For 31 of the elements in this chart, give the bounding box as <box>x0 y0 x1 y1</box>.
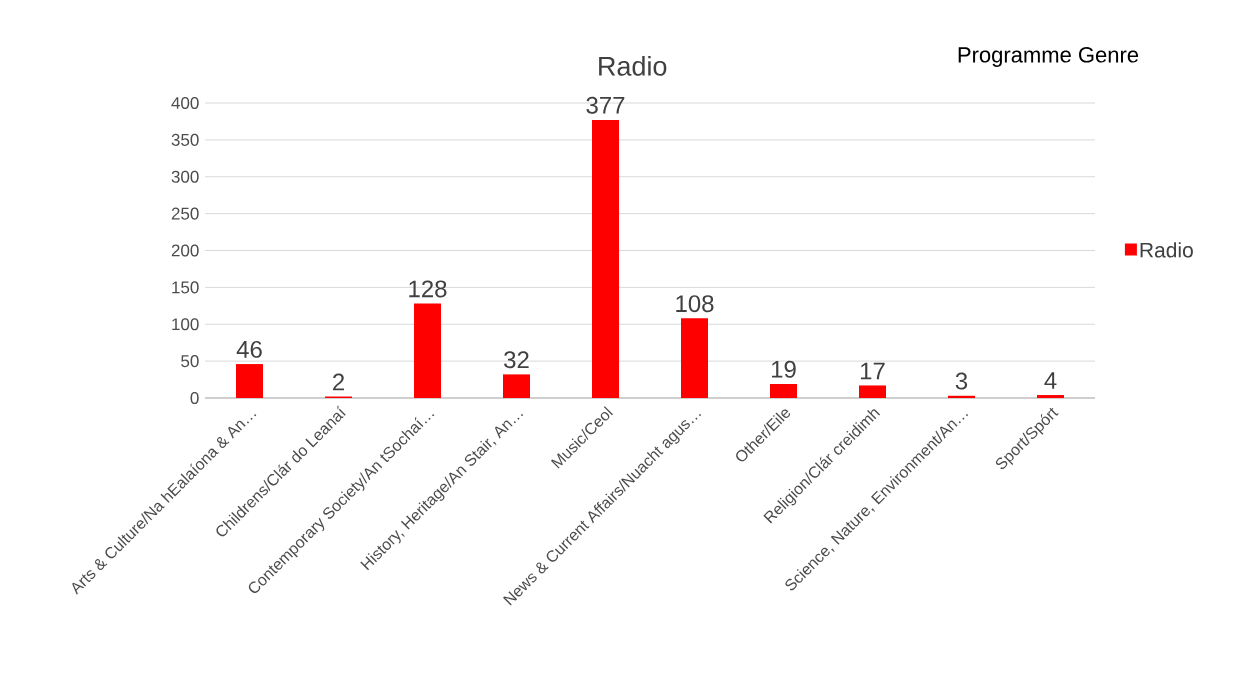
y-tick-label: 350 <box>171 133 199 146</box>
data-label: 32 <box>504 351 529 369</box>
data-label: 4 <box>1044 372 1057 389</box>
y-tick-label: 300 <box>171 170 199 183</box>
bar <box>1037 395 1064 398</box>
data-label: 377 <box>586 96 625 114</box>
bar <box>592 119 619 398</box>
bar <box>681 318 709 398</box>
data-label: 3 <box>955 372 968 390</box>
bar <box>948 395 975 398</box>
data-label: 46 <box>236 340 262 358</box>
bar <box>859 385 886 398</box>
legend-label: Radio <box>1140 242 1193 258</box>
data-label: 108 <box>676 295 714 313</box>
text: Programme Genre <box>958 47 1139 67</box>
y-tick-label: 50 <box>181 355 199 368</box>
y-tick-label: 250 <box>171 207 199 220</box>
y-tick-label: 150 <box>172 281 199 294</box>
data-label: 2 <box>333 373 344 391</box>
bar <box>770 383 797 398</box>
y-tick-label: 200 <box>171 244 199 257</box>
bar <box>503 374 530 398</box>
y-tick-label: 100 <box>172 318 199 331</box>
bar <box>414 303 442 398</box>
y-tick-label: 0 <box>190 391 199 405</box>
data-label: 19 <box>771 360 796 378</box>
data-label: 128 <box>409 280 447 298</box>
bar <box>236 364 264 398</box>
data-label: 17 <box>860 362 885 380</box>
y-tick-label: 400 <box>171 96 199 110</box>
chart-title: Radio <box>599 55 667 76</box>
